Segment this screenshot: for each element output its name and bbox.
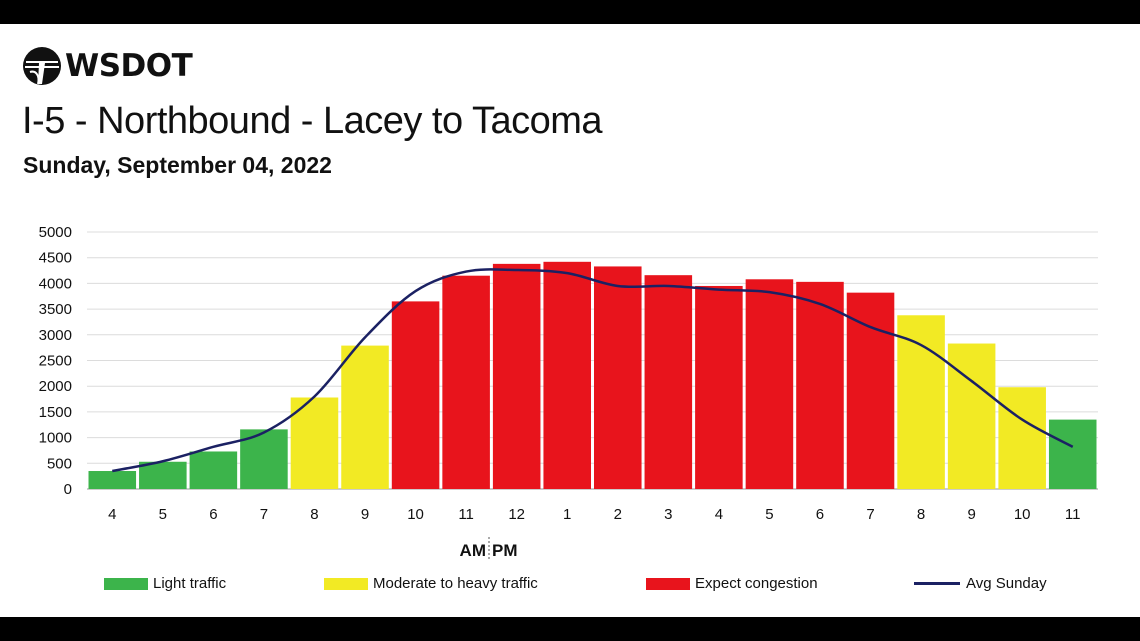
legend-avg: Avg Sunday bbox=[914, 575, 1047, 592]
bar bbox=[139, 461, 187, 489]
bar bbox=[745, 279, 794, 489]
chart-subtitle: Sunday, September 04, 2022 bbox=[23, 152, 332, 178]
x-tick-label: 11 bbox=[1065, 506, 1081, 523]
legend-congestion: Expect congestion bbox=[646, 575, 818, 592]
bar bbox=[88, 471, 137, 489]
y-tick-label: 1500 bbox=[39, 404, 72, 421]
logo-text: WSDOT bbox=[65, 48, 193, 84]
x-tick-label: 3 bbox=[664, 506, 672, 523]
bar bbox=[998, 387, 1046, 489]
x-tick-label: 6 bbox=[209, 506, 217, 523]
x-tick-label: 10 bbox=[1014, 506, 1031, 523]
y-tick-label: 3500 bbox=[39, 301, 72, 318]
bar bbox=[290, 397, 339, 489]
y-tick-label: 5000 bbox=[39, 224, 72, 241]
y-axis-labels: 0 500 1000 1500 2000 2500 3000 3500 4000 4500 5000 bbox=[39, 224, 72, 498]
bar bbox=[189, 451, 238, 489]
legend-moderate-swatch bbox=[324, 577, 368, 590]
x-tick-label: 8 bbox=[917, 506, 925, 523]
wsdot-logo-icon bbox=[23, 47, 61, 85]
bar bbox=[391, 301, 440, 489]
legend-avg-label: Avg Sunday bbox=[966, 575, 1047, 592]
x-tick-label: 7 bbox=[260, 506, 268, 523]
bar bbox=[947, 343, 996, 489]
y-tick-label: 1000 bbox=[39, 430, 72, 447]
x-tick-label: 4 bbox=[715, 506, 723, 523]
chart-panel: WSDOT I-5 - Northbound - Lacey to Tacoma… bbox=[0, 24, 1140, 617]
x-tick-label: 4 bbox=[108, 506, 116, 523]
legend-congestion-swatch bbox=[646, 577, 690, 590]
x-axis-labels: 4 5 6 7 8 9 10 11 12 1 2 3 4 5 6 7 8 9 10 11 bbox=[108, 506, 1080, 523]
bar bbox=[796, 281, 844, 489]
legend-moderate-label: Moderate to heavy traffic bbox=[373, 575, 538, 592]
y-tick-label: 500 bbox=[47, 455, 72, 472]
y-tick-label: 4500 bbox=[39, 250, 72, 267]
x-tick-label: 1 bbox=[563, 506, 571, 523]
x-tick-label: 6 bbox=[816, 506, 824, 523]
x-tick-label: 9 bbox=[967, 506, 975, 523]
x-tick-label: 12 bbox=[508, 506, 525, 523]
bar bbox=[442, 275, 490, 489]
bar bbox=[341, 345, 389, 489]
legend-moderate: Moderate to heavy traffic bbox=[324, 575, 538, 592]
bar bbox=[492, 263, 541, 489]
legend-light: Light traffic bbox=[104, 575, 226, 592]
x-tick-label: 8 bbox=[310, 506, 318, 523]
legend-light-swatch bbox=[104, 577, 148, 590]
y-tick-label: 3000 bbox=[39, 327, 72, 344]
y-tick-label: 4000 bbox=[39, 275, 72, 292]
x-tick-label: 7 bbox=[866, 506, 874, 523]
legend-avg-line bbox=[914, 582, 960, 585]
bar bbox=[1048, 419, 1097, 489]
pm-label: PM bbox=[492, 541, 518, 560]
bars bbox=[88, 261, 1097, 489]
x-tick-label: 9 bbox=[361, 506, 369, 523]
wsdot-logo: WSDOT bbox=[22, 46, 193, 86]
legend-congestion-label: Expect congestion bbox=[695, 575, 818, 592]
x-tick-label: 5 bbox=[765, 506, 773, 523]
x-tick-label: 11 bbox=[458, 506, 474, 523]
x-tick-label: 2 bbox=[614, 506, 622, 523]
y-tick-label: 2500 bbox=[39, 353, 72, 370]
bar bbox=[695, 285, 743, 489]
chart-title: I-5 - Northbound - Lacey to Tacoma bbox=[22, 100, 603, 142]
avg-sunday-line bbox=[112, 268, 1074, 473]
x-tick-label: 5 bbox=[159, 506, 167, 523]
legend-light-label: Light traffic bbox=[153, 575, 227, 592]
y-tick-label: 2000 bbox=[39, 378, 72, 395]
bar bbox=[543, 261, 591, 489]
avg-line-layer bbox=[112, 268, 1074, 473]
bar bbox=[594, 266, 642, 489]
bar bbox=[897, 315, 945, 489]
x-tick-label: 10 bbox=[407, 506, 424, 523]
y-tick-label: 0 bbox=[64, 481, 72, 498]
bar bbox=[846, 292, 895, 489]
am-label: AM bbox=[460, 541, 486, 560]
bar bbox=[644, 275, 693, 489]
traffic-chart: 0 500 1000 1500 2000 2500 3000 3500 4000 4500 5000… bbox=[39, 224, 1098, 561]
legend: Light traffic Moderate to heavy traffic … bbox=[0, 575, 1140, 599]
